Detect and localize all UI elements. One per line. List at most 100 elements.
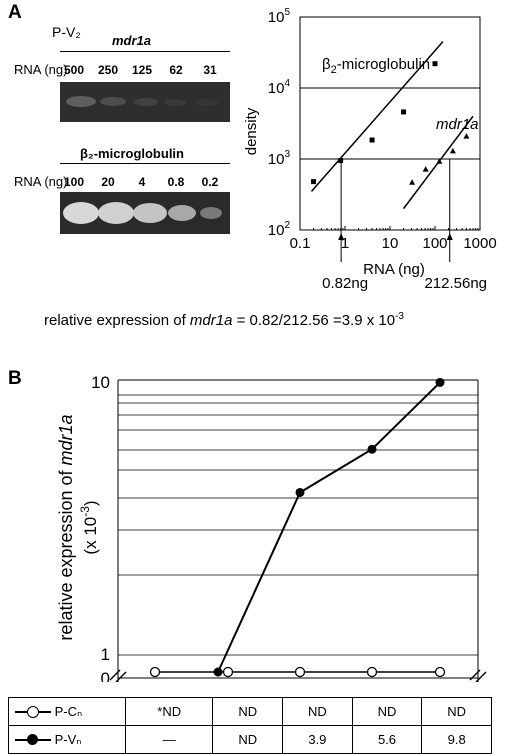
gel1-row-label: RNA (ng) bbox=[14, 62, 68, 77]
y-axis-label-line2: (x 10-3) bbox=[78, 500, 100, 554]
x-axis-label: RNA (ng) bbox=[363, 261, 425, 278]
gel1-band bbox=[134, 98, 158, 106]
y-tick-label: 0 bbox=[101, 669, 110, 682]
cell-pv-2: 3.9 bbox=[282, 725, 353, 754]
y-tick-label: 103 bbox=[268, 149, 291, 168]
gel1-image bbox=[60, 82, 230, 122]
annotation-arrow bbox=[446, 233, 453, 240]
x-tick-label: 1 bbox=[341, 235, 349, 252]
gel1-band bbox=[100, 97, 126, 106]
cell-pc-0: *ND bbox=[124, 697, 214, 726]
series-label-beta: β bbox=[322, 56, 331, 73]
cell-pc-4: ND bbox=[421, 697, 492, 726]
data-point bbox=[463, 133, 470, 139]
x-tick-label: 10 bbox=[382, 235, 399, 252]
y-axis-unit-close: ) bbox=[81, 500, 100, 506]
formula-gene: mdr1a bbox=[189, 312, 233, 329]
relative-expression-formula: relative expression of mdr1a = 0.82/212.… bbox=[44, 311, 404, 329]
data-point bbox=[409, 179, 416, 185]
gel2-band bbox=[133, 203, 167, 223]
y-tick-base: 10 bbox=[268, 222, 285, 239]
data-point bbox=[436, 158, 443, 164]
filled-circle-marker-icon bbox=[15, 734, 51, 746]
y-tick-exponent: 3 bbox=[284, 149, 290, 160]
y-tick-exponent: 4 bbox=[284, 78, 290, 89]
series-label: β2-microglobulin bbox=[322, 56, 430, 76]
lane-label: 20 bbox=[101, 175, 115, 189]
x-tick-label: 1000 bbox=[463, 235, 496, 252]
legend-pc: P-Cₙ bbox=[8, 697, 126, 726]
table-row-pc: P-Cₙ *ND ND ND ND ND bbox=[8, 697, 492, 726]
series-label: mdr1a bbox=[436, 116, 479, 133]
data-point-pc bbox=[149, 666, 161, 678]
cell-pc-2: ND bbox=[282, 697, 353, 726]
x-tick-label: 100 bbox=[422, 235, 447, 252]
legend-pv: P-Vₙ bbox=[8, 725, 126, 754]
cell-pv-1: ND bbox=[212, 725, 284, 754]
table-row-pv: P-Vₙ — ND 3.9 5.6 9.8 bbox=[8, 725, 492, 754]
axis-break bbox=[475, 671, 487, 682]
legend-pc-label: P-Cₙ bbox=[54, 703, 83, 719]
formula-prefix: relative expression of bbox=[44, 312, 190, 329]
gel2-band bbox=[200, 207, 222, 219]
gel2-title: β₂-microglobulin bbox=[80, 146, 184, 161]
gel1-band bbox=[66, 96, 96, 107]
data-point-pc bbox=[294, 666, 306, 678]
lane-label: 4 bbox=[138, 175, 146, 189]
lane-label: 250 bbox=[97, 63, 119, 77]
y-tick-label: 10 bbox=[91, 373, 110, 392]
data-point-pc bbox=[434, 666, 446, 678]
gel2-row-label: RNA (ng) bbox=[14, 174, 68, 189]
y-tick-base: 10 bbox=[268, 80, 285, 97]
y-tick-label: 1 bbox=[101, 645, 110, 664]
y-tick-base: 10 bbox=[268, 9, 285, 26]
y-axis-label: density bbox=[243, 107, 260, 155]
cell-pv-0: — bbox=[124, 725, 214, 754]
lane-label: 0.2 bbox=[201, 175, 219, 189]
cell-pv-3: 5.6 bbox=[351, 725, 423, 754]
x-tick-label: 0.1 bbox=[290, 235, 311, 252]
axis-break bbox=[109, 669, 121, 681]
data-point-pc bbox=[366, 666, 378, 678]
lane-label: 125 bbox=[131, 63, 153, 77]
annotation-arrow bbox=[338, 233, 345, 240]
data-point bbox=[449, 147, 456, 154]
data-point bbox=[422, 166, 429, 172]
y-axis-unit: (x 10 bbox=[81, 517, 100, 555]
legend-pv-label: P-Vₙ bbox=[54, 731, 82, 747]
gel1-band bbox=[196, 99, 218, 106]
data-point bbox=[311, 179, 317, 185]
fit-line bbox=[310, 41, 444, 192]
formula-exponent: -3 bbox=[395, 311, 404, 322]
cell-pv-4: 9.8 bbox=[421, 725, 492, 754]
data-point-pv bbox=[367, 444, 377, 454]
axis-break bbox=[469, 669, 481, 681]
data-point-pv bbox=[213, 667, 223, 677]
series-label-subscript: 2 bbox=[331, 64, 337, 76]
y-tick-label: 104 bbox=[268, 78, 291, 97]
lane-label: 0.8 bbox=[167, 175, 185, 189]
sample-label: P-V₂ bbox=[52, 24, 81, 40]
cell-pc-3: ND bbox=[351, 697, 423, 726]
panel-b-letter: B bbox=[8, 368, 22, 389]
data-point bbox=[369, 137, 375, 143]
y-axis-label-text: relative expression of bbox=[56, 465, 76, 640]
gel1-title: mdr1a bbox=[112, 33, 152, 48]
gel2-image bbox=[60, 192, 230, 234]
panel-a-letter: A bbox=[8, 2, 22, 23]
y-tick-base: 10 bbox=[268, 151, 285, 168]
y-tick-label: 102 bbox=[268, 220, 291, 239]
series-label-rest: -microglobulin bbox=[337, 56, 430, 73]
lane-label: 62 bbox=[169, 63, 183, 77]
gel2-band bbox=[98, 202, 134, 224]
data-point-pv bbox=[435, 377, 445, 387]
y-axis-label-gene: mdr1a bbox=[56, 414, 76, 465]
formula-rest: = 0.82/212.56 =3.9 x 10 bbox=[232, 312, 396, 329]
y-tick-exponent: 5 bbox=[284, 7, 290, 18]
y-tick-label: 105 bbox=[268, 7, 291, 26]
y-tick-exponent: 2 bbox=[284, 220, 290, 231]
axis-break bbox=[115, 671, 127, 682]
gel2-band bbox=[168, 205, 196, 221]
